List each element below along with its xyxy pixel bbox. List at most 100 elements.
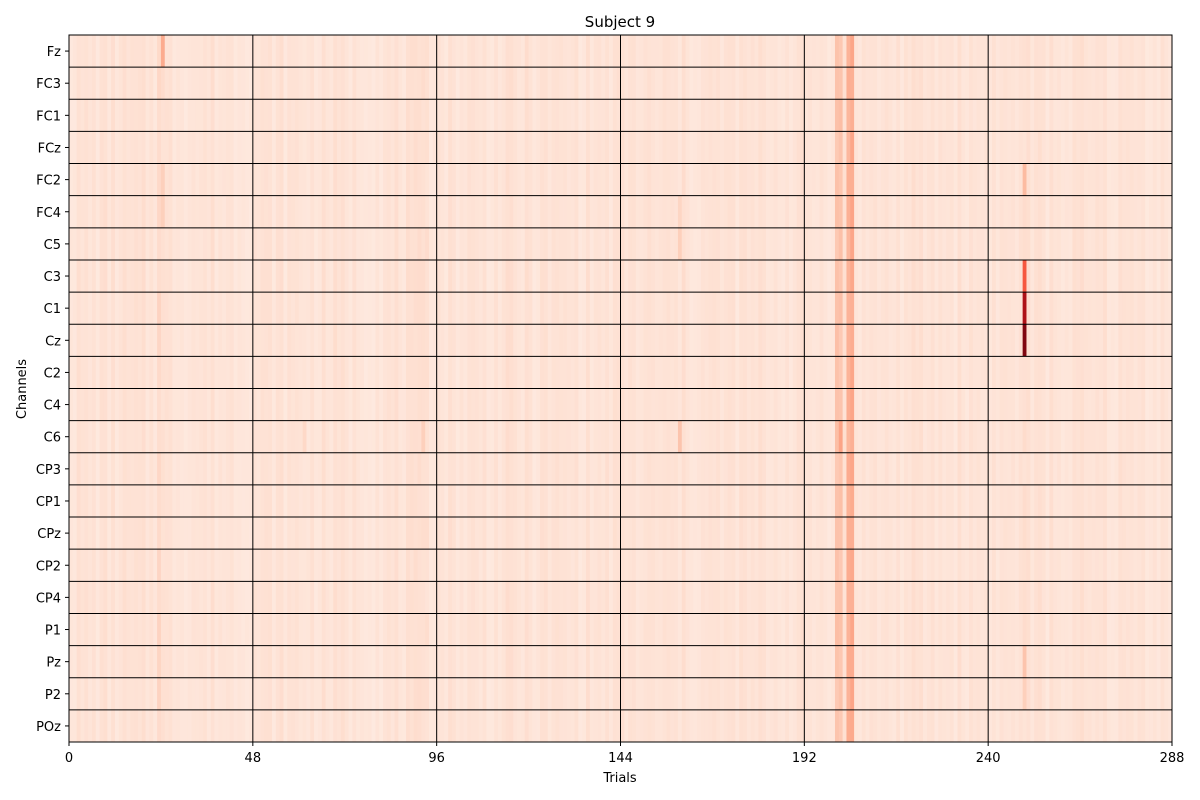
heatmap-cell (241, 484, 246, 518)
heatmap-cell (716, 163, 721, 197)
heatmap-cell (563, 259, 568, 293)
heatmap-cell (409, 484, 415, 518)
heatmap-cell (1034, 420, 1039, 454)
heatmap-cell (1080, 99, 1085, 132)
heatmap-cell (601, 324, 606, 357)
heatmap-cell (1064, 195, 1069, 229)
heatmap-cell (1099, 388, 1104, 421)
heatmap-cell (582, 35, 587, 68)
heatmap-cell (1160, 484, 1165, 518)
heatmap-cell (892, 549, 897, 582)
heatmap-cell (1083, 99, 1089, 132)
heatmap-cell (1133, 67, 1138, 100)
heatmap-cell (957, 549, 962, 582)
heatmap-cell (386, 195, 392, 229)
heatmap-cell (80, 324, 85, 357)
heatmap-cell (459, 356, 464, 389)
heatmap-cell (639, 420, 644, 454)
heatmap-cell (582, 356, 587, 389)
heatmap-cell (551, 292, 556, 325)
heatmap-cell (988, 356, 993, 389)
heatmap-cell (402, 356, 407, 389)
heatmap-cell (459, 388, 464, 421)
heatmap-cell (321, 484, 326, 518)
heatmap-cell (409, 324, 415, 357)
heatmap-cell (103, 227, 108, 261)
heatmap-cell (792, 67, 798, 100)
heatmap-cell (570, 195, 575, 229)
heatmap-cell (107, 259, 112, 293)
heatmap-cell (149, 35, 154, 68)
heatmap-cell (988, 292, 993, 325)
heatmap-cell (685, 259, 690, 293)
heatmap-cell (448, 292, 453, 325)
heatmap-cell (455, 292, 460, 325)
heatmap-cell (249, 549, 254, 582)
heatmap-cell (528, 67, 533, 100)
heatmap-cell (536, 356, 541, 389)
heatmap-cell (601, 452, 606, 486)
heatmap-cell (367, 99, 372, 132)
heatmap-cell (344, 388, 349, 421)
heatmap-cell (298, 420, 303, 454)
heatmap-cell (693, 195, 698, 229)
heatmap-cell (490, 324, 495, 357)
heatmap-cell (241, 292, 246, 325)
heatmap-cell (773, 420, 778, 454)
heatmap-cell (566, 356, 572, 389)
heatmap-cell (796, 35, 801, 68)
heatmap-cell (287, 99, 292, 132)
heatmap-cell (969, 452, 974, 486)
heatmap-cell (122, 131, 127, 164)
heatmap-cell (792, 356, 798, 389)
heatmap-cell (130, 131, 135, 164)
heatmap-cell (306, 356, 311, 389)
heatmap-cell (467, 484, 472, 518)
heatmap-cell (333, 195, 338, 229)
heatmap-cell (367, 259, 372, 293)
heatmap-cell (999, 131, 1004, 164)
heatmap-cell (1076, 131, 1081, 164)
heatmap-cell (720, 131, 725, 164)
heatmap-cell (176, 259, 181, 293)
heatmap-cell (203, 292, 208, 325)
heatmap-cell (942, 484, 947, 518)
heatmap-cell (739, 517, 744, 550)
heatmap-cell (796, 131, 801, 164)
heatmap-cell (915, 420, 920, 454)
heatmap-cell (513, 259, 518, 293)
heatmap-cell (674, 259, 679, 293)
heatmap-cell (574, 517, 579, 550)
heatmap-cell (141, 131, 146, 164)
heatmap-cell (773, 292, 778, 325)
heatmap-cell (980, 324, 985, 357)
heatmap-cell (264, 35, 269, 68)
heatmap-cell (1007, 131, 1012, 164)
heatmap-cell (137, 227, 143, 261)
heatmap-cell (620, 163, 625, 197)
heatmap-cell (111, 67, 116, 100)
heatmap-cell (865, 484, 870, 518)
heatmap-cell (76, 452, 81, 486)
heatmap-cell (76, 163, 81, 197)
heatmap-cell (302, 388, 307, 421)
heatmap-cell (578, 420, 583, 454)
heatmap-cell (815, 195, 820, 229)
heatmap-cell (907, 356, 912, 389)
heatmap-cell (957, 356, 962, 389)
heatmap-cell (356, 35, 361, 68)
heatmap-cell (601, 484, 606, 518)
heatmap-cell (1049, 195, 1054, 229)
heatmap-cell (639, 292, 644, 325)
heatmap-cell (298, 67, 303, 100)
heatmap-cell (1110, 227, 1115, 261)
heatmap-cell (302, 259, 307, 293)
heatmap-cell (91, 35, 97, 68)
heatmap-cell (134, 581, 139, 614)
heatmap-cell (877, 517, 882, 550)
heatmap-cell (425, 195, 430, 229)
heatmap-cell (517, 67, 522, 100)
heatmap-cell (616, 517, 621, 550)
heatmap-cell (164, 259, 169, 293)
heatmap-cell (823, 484, 828, 518)
